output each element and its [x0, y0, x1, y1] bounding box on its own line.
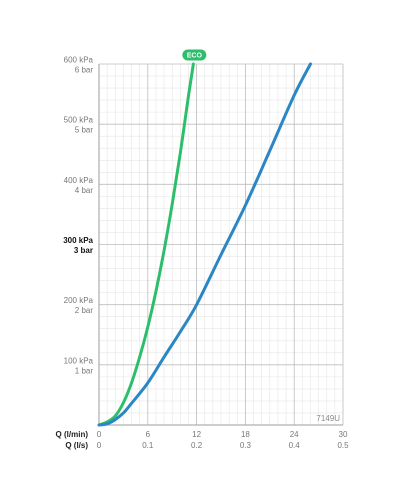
x-tick-label-ls: 0.3	[240, 441, 252, 450]
y-tick-label-kpa: 300 kPa	[63, 236, 93, 245]
x-tick-label-ls: 0.2	[191, 441, 203, 450]
x-tick-label-ls: 0.1	[142, 441, 154, 450]
y-tick-label-bar: 5 bar	[75, 126, 94, 135]
grid-major	[98, 63, 344, 426]
x-axis-title-ls: Q (l/s)	[65, 441, 88, 450]
y-tick-label-bar: 4 bar	[75, 186, 94, 195]
standard-series-line	[97, 62, 312, 427]
x-tick-label-lmin: 30	[339, 430, 348, 439]
x-tick-label-ls: 0.4	[289, 441, 301, 450]
y-tick-label-kpa: 200 kPa	[64, 296, 94, 305]
y-tick-label-bar: 2 bar	[75, 306, 94, 315]
eco-series-line	[97, 62, 195, 427]
eco-badge	[182, 49, 207, 61]
y-tick-label-kpa: 100 kPa	[64, 356, 94, 365]
y-tick-label-kpa: 500 kPa	[64, 116, 94, 125]
product-code-label: 7149U	[316, 414, 340, 423]
y-tick-label-bar: 6 bar	[75, 66, 94, 75]
x-tick-label-ls: 0.5	[337, 441, 349, 450]
y-tick-label-kpa: 400 kPa	[64, 176, 94, 185]
x-tick-label-lmin: 18	[241, 430, 250, 439]
y-tick-label-bar: 1 bar	[75, 366, 94, 375]
series-layer	[97, 62, 312, 427]
x-tick-label-lmin: 12	[192, 430, 201, 439]
y-tick-label-kpa: 600 kPa	[64, 56, 94, 65]
x-tick-label-ls: 0	[97, 441, 102, 450]
y-tick-label-bar: 3 bar	[74, 246, 93, 255]
eco-badge-label: ECO	[187, 53, 203, 60]
x-tick-label-lmin: 6	[146, 430, 151, 439]
x-tick-label-lmin: 0	[97, 430, 102, 439]
x-tick-label-lmin: 24	[290, 430, 299, 439]
x-axis-title-lmin: Q (l/min)	[56, 430, 89, 439]
